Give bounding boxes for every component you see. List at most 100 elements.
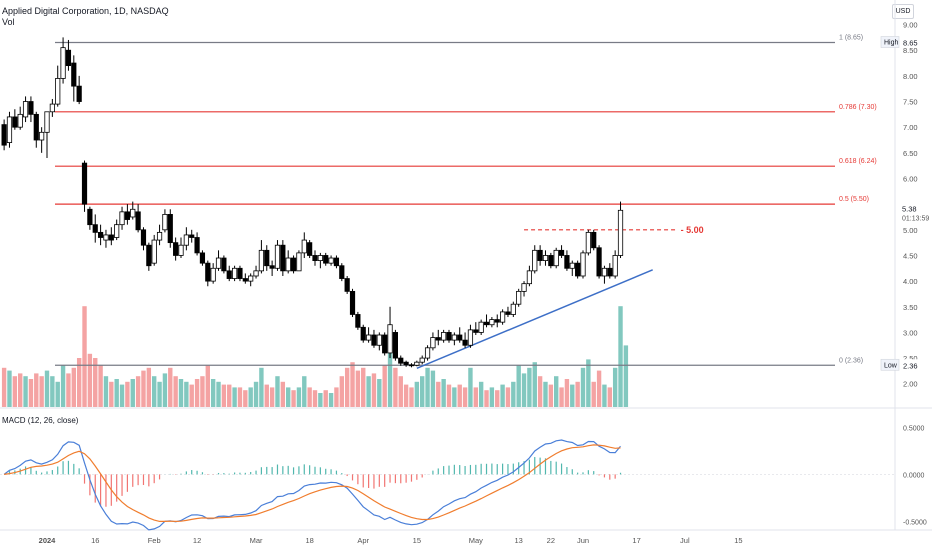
candle-up (301, 239, 307, 254)
volume-bar (232, 387, 237, 407)
candle-down (591, 231, 597, 249)
volume-bar (130, 379, 135, 407)
volume-bar (521, 373, 527, 407)
candle-up (451, 334, 457, 341)
volume-bar (109, 381, 114, 407)
low-value-bg (900, 359, 930, 371)
macd-tick-label: -0.5000 (903, 519, 927, 526)
time-tick-label: Mar (250, 536, 263, 545)
volume-bar (141, 370, 146, 407)
volume-bar (227, 384, 232, 407)
candle-up (510, 303, 516, 315)
volume-bar (623, 345, 629, 407)
candle-down (199, 252, 206, 264)
countdown: 01:13:59 (902, 215, 929, 222)
time-tick-label: 13 (515, 536, 523, 545)
volume-bar (371, 373, 377, 407)
volume-bar (60, 365, 66, 407)
candle-down (564, 255, 570, 269)
candle-down (435, 337, 441, 341)
volume-bar (516, 365, 521, 407)
volume-bar (478, 381, 484, 407)
volume-bar (44, 370, 50, 407)
volume-bar (39, 376, 44, 407)
signal-line (4, 444, 621, 523)
candle-down (446, 332, 452, 341)
volume-bar (76, 358, 82, 407)
candle-up (183, 234, 189, 246)
volume-bar (168, 367, 173, 407)
candle-down (371, 334, 377, 346)
volume-bar (55, 381, 60, 407)
volume-bar (591, 381, 596, 407)
price-tick-label: 4.50 (903, 251, 918, 260)
candle-up (162, 214, 168, 231)
volume-bar (291, 390, 296, 407)
fib-level-label: 0.618 (6.24) (839, 158, 877, 165)
volume-bar (436, 381, 441, 407)
time-tick-label: 16 (91, 536, 99, 545)
volume-bar (575, 381, 580, 407)
candle-down (65, 49, 72, 67)
time-tick-label: 12 (193, 536, 201, 545)
candle-up (130, 208, 136, 218)
candle-up (39, 131, 45, 141)
candle-down (307, 242, 313, 256)
time-tick-label: Feb (148, 536, 161, 545)
candle-down (28, 101, 34, 115)
time-tick-label: Apr (357, 536, 369, 545)
candle-up (44, 111, 50, 133)
volume-bar (420, 376, 425, 407)
volume-bar (18, 373, 23, 407)
candle-down (462, 339, 468, 346)
candle-up (210, 267, 216, 282)
volume-bar (532, 362, 537, 407)
candle-up (387, 324, 393, 354)
volume-bar (98, 365, 103, 407)
volume-bar (210, 379, 216, 407)
volume-bar (393, 367, 398, 407)
volume-bar (473, 387, 478, 407)
price-tick-label: 6.00 (903, 174, 918, 183)
candle-up (178, 244, 184, 256)
candle-up (215, 257, 222, 269)
high-label-text: High (884, 40, 899, 47)
volume-bar (248, 387, 253, 407)
candle-up (521, 283, 527, 292)
volume-bar (264, 384, 269, 407)
volume-bar (612, 367, 618, 407)
candle-down (140, 229, 147, 246)
macd-tick-label: 0.5000 (903, 425, 925, 432)
price-tick-label: 5.00 (903, 226, 918, 235)
volume-bar (1, 367, 7, 407)
volume-bar (194, 379, 200, 407)
volume-bar (205, 365, 210, 407)
candle-up (601, 267, 608, 277)
candle-down (575, 262, 581, 277)
candle-up (430, 337, 436, 349)
candle-down (473, 329, 479, 333)
volume-bar (119, 384, 125, 407)
time-tick-label: 22 (547, 536, 555, 545)
volume-bar (296, 387, 302, 407)
candle-down (87, 208, 93, 226)
candle-up (569, 262, 575, 269)
volume-bar (500, 384, 505, 407)
volume-bar (259, 367, 264, 407)
fib-level-label: 0 (2.36) (839, 357, 863, 364)
volume-bar (23, 376, 28, 407)
volume-bar (355, 370, 361, 407)
price-tick-label: 4.00 (903, 277, 918, 286)
volume-bar (82, 306, 87, 407)
candle-up (285, 257, 291, 272)
currency-button[interactable]: USD (892, 4, 914, 19)
volume-bar (280, 381, 286, 407)
candle-down (607, 267, 613, 277)
candle-down (167, 214, 173, 244)
candle-down (548, 255, 554, 267)
volume-label: Vol (2, 17, 15, 27)
volume-bar (152, 376, 157, 407)
price-tick-label: 2.00 (903, 380, 918, 389)
candle-down (408, 364, 415, 367)
